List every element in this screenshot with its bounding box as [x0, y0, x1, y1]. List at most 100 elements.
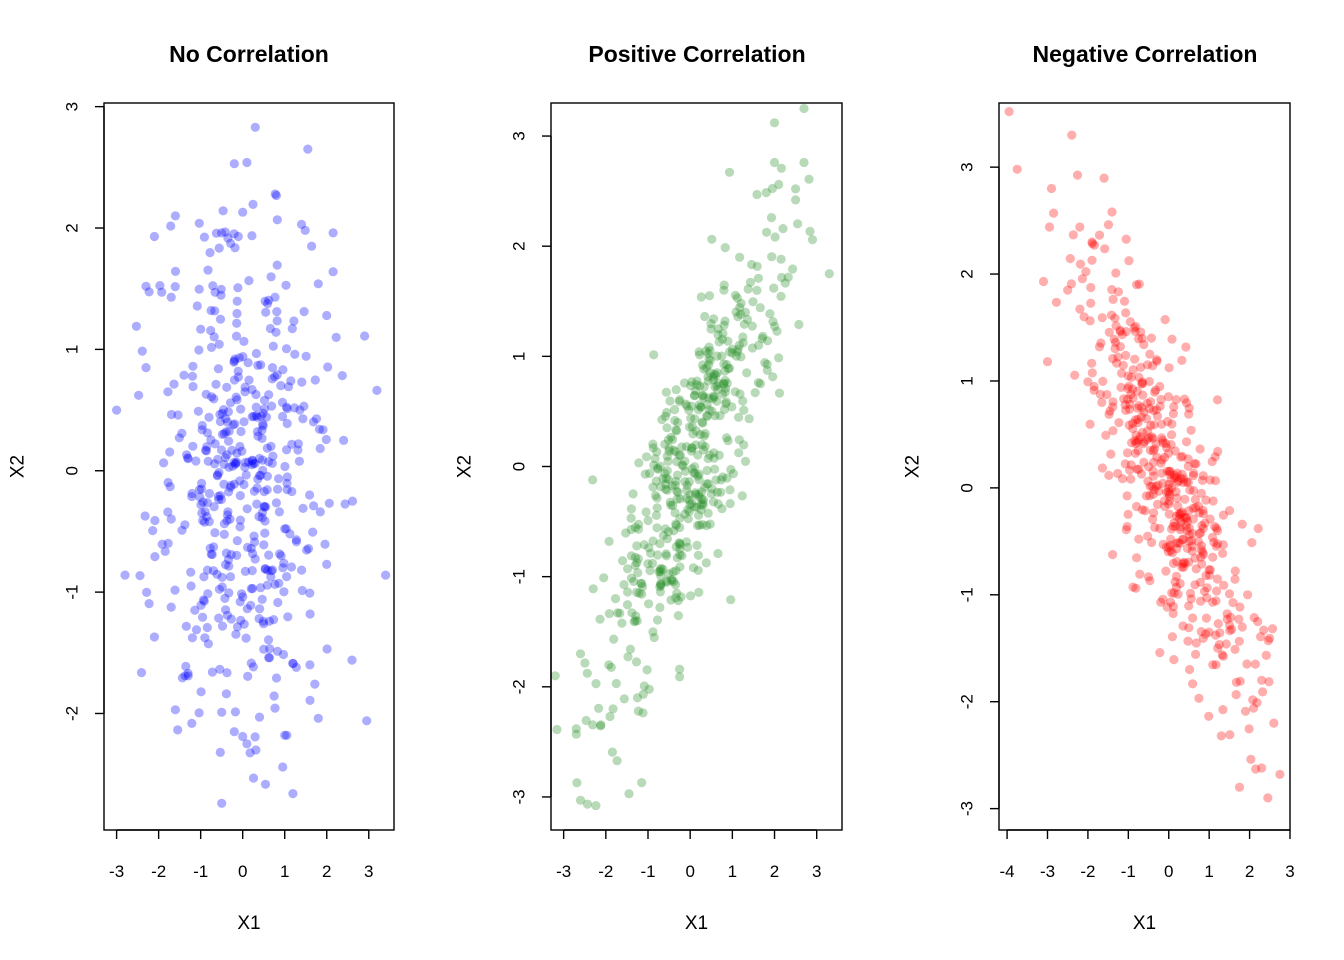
y-tick-label: 0 — [958, 483, 977, 492]
data-point — [267, 401, 277, 411]
data-point — [1106, 449, 1116, 459]
data-point — [219, 519, 229, 529]
data-point — [298, 503, 308, 513]
data-point — [1168, 601, 1178, 612]
data-point — [196, 500, 206, 510]
data-point — [229, 457, 239, 467]
data-point — [1067, 130, 1077, 140]
data-point — [688, 429, 698, 439]
data-point — [1166, 597, 1176, 607]
data-point — [710, 411, 720, 421]
chart-title: Positive Correlation — [588, 41, 805, 67]
data-point — [648, 439, 658, 449]
data-point — [1184, 601, 1194, 611]
data-point — [1100, 244, 1110, 254]
data-point — [1163, 448, 1173, 458]
data-point — [1182, 477, 1192, 487]
data-point — [799, 103, 809, 114]
data-point — [231, 629, 241, 639]
data-point — [1172, 493, 1182, 503]
data-point — [777, 272, 787, 283]
data-point — [252, 499, 262, 509]
data-point — [1145, 491, 1155, 501]
data-point — [256, 411, 266, 421]
data-point — [266, 441, 276, 451]
data-point — [630, 522, 641, 533]
data-point — [641, 452, 652, 462]
data-point — [734, 412, 744, 422]
data-point — [1134, 534, 1144, 544]
data-point — [693, 550, 704, 560]
data-point — [144, 287, 154, 297]
data-point — [260, 528, 270, 538]
data-point — [738, 338, 748, 348]
data-point — [321, 434, 331, 445]
data-point — [166, 602, 176, 612]
data-point — [618, 556, 628, 566]
data-point — [552, 724, 562, 735]
data-point — [687, 443, 697, 453]
data-point — [235, 515, 245, 525]
data-point — [663, 456, 673, 466]
data-point — [594, 703, 604, 714]
data-point — [1121, 234, 1131, 244]
data-point — [669, 445, 679, 455]
data-point — [1167, 419, 1177, 429]
data-point — [1130, 448, 1140, 458]
data-point — [1075, 304, 1085, 314]
data-point — [280, 524, 290, 534]
data-point — [1171, 538, 1181, 548]
data-point — [141, 281, 151, 291]
data-point — [219, 459, 229, 469]
data-point — [691, 426, 701, 436]
data-point — [260, 564, 270, 574]
data-point — [1089, 240, 1099, 250]
data-point — [722, 473, 732, 483]
data-point — [666, 500, 676, 510]
data-point — [268, 341, 278, 351]
data-point — [622, 600, 633, 610]
data-point — [310, 679, 320, 689]
data-point — [702, 479, 712, 489]
data-point — [807, 235, 818, 245]
data-point — [278, 649, 289, 660]
data-point — [692, 380, 702, 390]
data-point — [191, 456, 201, 466]
x-tick-label: -3 — [1040, 862, 1055, 881]
data-point — [571, 729, 581, 739]
data-point — [1134, 334, 1144, 344]
data-point — [194, 218, 204, 228]
data-point — [1097, 313, 1107, 323]
data-point — [257, 513, 267, 523]
data-point — [691, 489, 701, 500]
data-point — [203, 456, 213, 466]
data-point — [596, 720, 606, 730]
data-point — [613, 608, 623, 618]
data-point — [301, 351, 311, 361]
data-point — [244, 276, 254, 286]
data-point — [1134, 401, 1144, 411]
data-point — [712, 381, 722, 391]
x-tick-label: 2 — [1245, 862, 1254, 881]
data-point — [217, 621, 228, 631]
data-point — [1131, 583, 1141, 593]
data-point — [708, 375, 719, 385]
data-point — [724, 167, 735, 177]
data-point — [298, 414, 308, 424]
data-point — [242, 739, 252, 749]
y-tick-label: -2 — [63, 706, 82, 721]
data-point — [1188, 503, 1198, 513]
data-point — [259, 404, 270, 414]
data-point — [1256, 632, 1266, 642]
data-point — [722, 433, 732, 443]
data-point — [1162, 466, 1172, 476]
data-point — [658, 564, 668, 575]
data-point — [215, 314, 226, 324]
data-point — [210, 528, 220, 538]
data-point — [1235, 602, 1245, 612]
data-point — [1110, 313, 1120, 323]
data-point — [1137, 377, 1147, 387]
data-point — [166, 221, 176, 231]
data-point — [198, 595, 208, 605]
data-point — [170, 211, 180, 221]
